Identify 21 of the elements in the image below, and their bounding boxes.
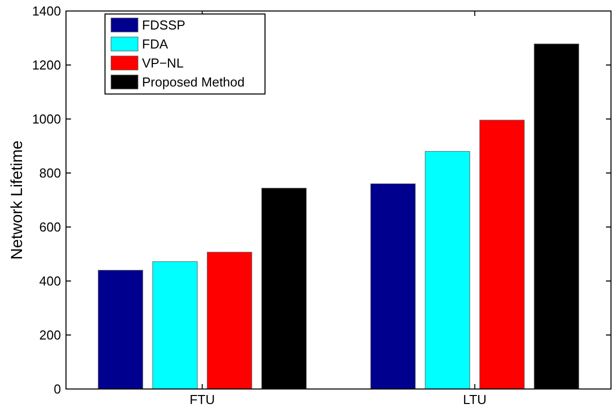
- x-tick-label: FTU: [190, 392, 215, 407]
- legend-label: FDSSP: [142, 18, 186, 33]
- y-tick-label: 400: [39, 274, 61, 289]
- y-tick-label: 0: [54, 382, 61, 397]
- legend-label: FDA: [142, 36, 168, 52]
- bar: [424, 151, 470, 390]
- y-tick-label: 1200: [32, 58, 61, 73]
- legend-label: Proposed Method: [142, 74, 245, 90]
- y-tick-label: 800: [39, 166, 61, 181]
- legend-label: VP−NL: [142, 56, 184, 71]
- bar: [98, 270, 144, 390]
- y-tick-label: 200: [39, 328, 61, 343]
- bar: [152, 261, 198, 390]
- y-tick-label: 1400: [32, 4, 61, 19]
- y-tick-label: 600: [39, 220, 61, 235]
- y-axis-title: Network Lifetime: [9, 140, 26, 260]
- bar: [370, 184, 416, 390]
- x-tick-label: LTU: [462, 392, 487, 407]
- bar: [479, 120, 525, 390]
- bar: [206, 252, 252, 390]
- y-tick-label: 1000: [32, 112, 61, 127]
